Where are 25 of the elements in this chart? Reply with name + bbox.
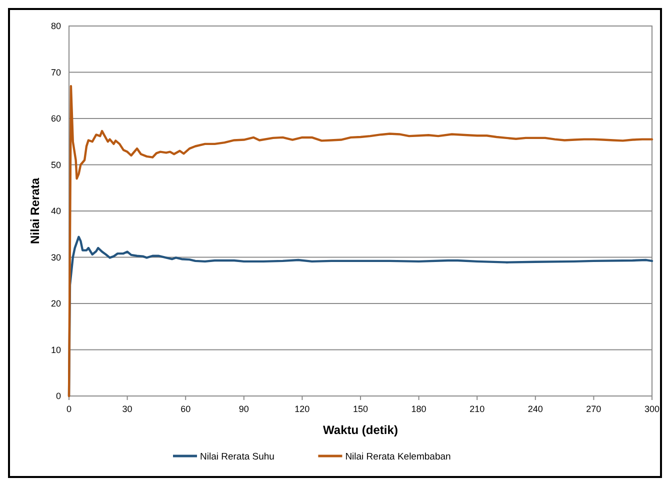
y-tick-label: 60	[50, 114, 61, 124]
x-tick-label: 210	[470, 404, 485, 414]
x-tick-label: 300	[644, 404, 660, 414]
legend-label: Nilai Rerata Kelembaban	[345, 451, 451, 462]
y-tick-label: 30	[50, 252, 61, 262]
x-tick-label: 270	[586, 404, 602, 414]
line-series	[68, 85, 654, 398]
x-tick-label: 60	[180, 404, 191, 414]
y-tick-label: 50	[50, 160, 61, 170]
x-tick-label: 0	[66, 404, 72, 414]
legend-label: Nilai Rerata Suhu	[200, 451, 274, 462]
y-tick-label: 80	[50, 21, 61, 32]
x-tick-label: 30	[122, 404, 132, 414]
x-tick-label: 150	[352, 404, 368, 414]
x-tick-label: 240	[528, 404, 543, 414]
y-tick-label: 20	[50, 298, 61, 309]
y-axis-title: Nilai Rerata	[28, 178, 42, 244]
y-tick-label: 10	[50, 344, 61, 355]
y-tick-label: 40	[50, 206, 61, 216]
y-tick-label: 0	[56, 391, 61, 402]
x-tick-label: 180	[411, 404, 426, 414]
x-tick-label: 120	[294, 404, 310, 414]
x-axis-title: Waktu (detik)	[323, 423, 398, 437]
x-tick-label: 90	[238, 404, 249, 414]
y-tick-label: 70	[50, 67, 61, 78]
